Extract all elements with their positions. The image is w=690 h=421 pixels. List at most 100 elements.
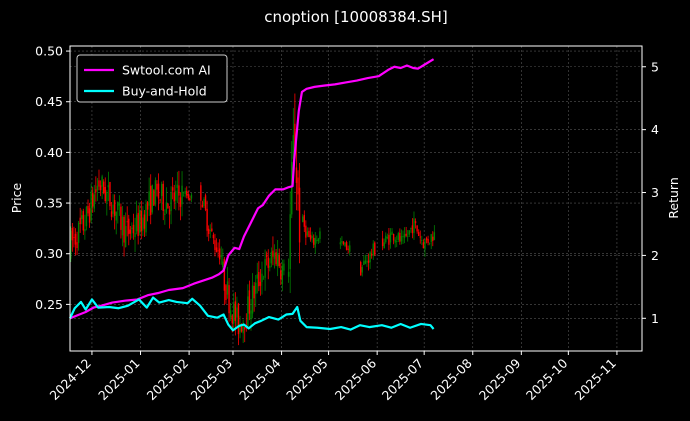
candle-body <box>278 254 280 267</box>
candle-body <box>134 232 136 238</box>
candle-body <box>220 255 222 257</box>
candle-body <box>308 230 310 238</box>
candle-body <box>87 205 89 214</box>
candle-body <box>182 195 185 197</box>
y-right-tick-label: 5 <box>651 59 659 74</box>
y-axis-right: 1 2 3 4 5 <box>642 59 659 326</box>
candle-body <box>113 200 116 216</box>
candle-body <box>419 236 421 238</box>
candle-body <box>316 240 318 241</box>
candle-body <box>259 281 262 286</box>
candle-body <box>253 285 255 299</box>
y-right-tick-label: 1 <box>651 311 659 326</box>
candle-body <box>151 185 153 213</box>
candle-body <box>247 296 249 328</box>
candle-body <box>383 242 385 249</box>
candle-body <box>95 189 97 193</box>
y-left-tick-label: 0.35 <box>35 196 63 211</box>
candle-body <box>295 167 298 183</box>
grid <box>70 46 642 351</box>
candle-body <box>117 201 119 210</box>
candle-body <box>92 192 94 207</box>
candle-body <box>317 238 320 242</box>
candle-body <box>139 210 141 233</box>
candle-body <box>204 195 207 210</box>
y-right-tick-label: 4 <box>651 122 659 137</box>
candle-body <box>209 230 211 231</box>
candle-body <box>349 245 351 252</box>
candle-body <box>363 261 365 265</box>
candle-body <box>269 265 271 268</box>
candle-body <box>237 303 240 335</box>
candle-body <box>81 215 83 220</box>
candle-body <box>71 228 74 241</box>
candle-body <box>88 208 91 223</box>
candle-body <box>341 241 343 243</box>
candle-body <box>386 236 389 239</box>
candle-body <box>392 234 395 241</box>
candle-body <box>267 257 269 268</box>
candle-body <box>148 191 150 206</box>
candle-body <box>200 185 202 201</box>
candle-body <box>283 263 285 271</box>
candle-body <box>292 135 295 159</box>
legend: Swtool.com AI Buy-and-Hold <box>76 54 228 103</box>
candle-body <box>128 218 130 235</box>
candle-body <box>258 272 260 287</box>
candle-body <box>165 202 168 213</box>
candle-body <box>265 254 268 257</box>
candle-body <box>77 222 80 243</box>
candle-body <box>261 273 263 282</box>
y-right-tick-label: 3 <box>651 185 659 200</box>
candle-body <box>427 239 429 243</box>
candle-body <box>405 233 407 236</box>
candle-body <box>239 324 241 333</box>
candle-body <box>240 324 243 332</box>
candle-body <box>218 248 221 260</box>
candle-body <box>342 241 345 244</box>
candle-body <box>228 285 230 314</box>
candle-body <box>391 231 393 235</box>
y-axis-left: 0.25 0.30 0.35 0.40 0.45 0.50 <box>35 44 70 312</box>
candle-body <box>236 307 238 318</box>
y-right-tick-label: 2 <box>651 248 659 263</box>
candle-body <box>146 202 149 210</box>
candle-body <box>250 310 252 320</box>
y-axis-left-label: Price <box>9 182 24 213</box>
chart-title: cnoption [10008384.SH] <box>264 8 448 26</box>
candle-body <box>424 240 426 250</box>
candle-body <box>372 243 374 256</box>
candle-body <box>225 285 227 300</box>
candle-body <box>297 177 299 195</box>
legend-label-swtool: Swtool.com AI <box>122 63 211 78</box>
candle-body <box>129 229 132 234</box>
candle-body <box>425 237 428 241</box>
candle-body <box>306 231 309 236</box>
candle-body <box>76 242 78 249</box>
candle-body <box>121 216 124 236</box>
candle-body <box>302 216 304 223</box>
candle-body <box>366 261 368 263</box>
candle-body <box>248 290 251 314</box>
candle-body <box>339 242 342 245</box>
candle-body <box>369 252 371 263</box>
candle-body <box>101 176 103 187</box>
candle-body <box>291 161 293 215</box>
candle-body <box>281 265 284 285</box>
candle-body <box>167 203 169 209</box>
candle-body <box>413 218 415 233</box>
candle-body <box>394 239 396 243</box>
candle-body <box>432 236 434 241</box>
candle-body <box>374 242 376 255</box>
candle-body <box>222 261 224 268</box>
candle-body <box>275 252 277 265</box>
candle-body <box>255 282 257 294</box>
candle-body <box>385 235 387 243</box>
candle-body <box>217 250 219 252</box>
candle-body <box>367 260 370 263</box>
candle-body <box>132 224 135 234</box>
candle-body <box>319 231 321 239</box>
candle-body <box>417 232 420 236</box>
candle-body <box>402 236 404 237</box>
